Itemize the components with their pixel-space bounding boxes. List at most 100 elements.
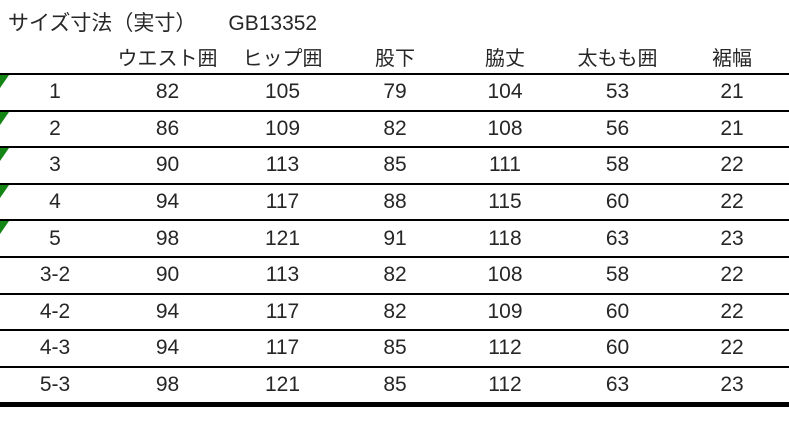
table-row: 2 86 109 82 108 56 21 xyxy=(0,110,789,149)
size-label: 5 xyxy=(49,226,61,250)
size-cell[interactable]: 3-2 xyxy=(0,256,110,295)
measurement-cell[interactable]: 113 xyxy=(225,147,340,185)
header-row: ウエスト囲 ヒップ囲 股下 脇丈 太もも囲 裾幅 xyxy=(0,39,789,75)
measurement-cell[interactable]: 58 xyxy=(560,256,675,295)
measurement-cell[interactable]: 117 xyxy=(225,330,340,368)
measurement-cell[interactable]: 22 xyxy=(675,183,789,222)
measurement-cell[interactable]: 108 xyxy=(450,256,560,295)
table-row: 4 94 117 88 115 60 22 xyxy=(0,183,789,222)
measurement-cell[interactable]: 94 xyxy=(110,330,225,368)
measurement-cell[interactable]: 82 xyxy=(340,110,450,149)
measurement-cell[interactable]: 98 xyxy=(110,366,225,408)
measurement-cell[interactable]: 90 xyxy=(110,147,225,185)
measurement-cell[interactable]: 56 xyxy=(560,110,675,149)
size-chart-table: ウエスト囲 ヒップ囲 股下 脇丈 太もも囲 裾幅 1 82 105 79 104 53 21… xyxy=(0,39,789,408)
sheet-title: サイズ寸法（実寸） GB13352 xyxy=(0,0,789,39)
size-cell[interactable]: 2 xyxy=(0,110,110,149)
measurement-cell[interactable]: 85 xyxy=(340,366,450,408)
measurement-cell[interactable]: 98 xyxy=(110,220,225,258)
cell-error-indicator-icon xyxy=(0,148,9,162)
measurement-cell[interactable]: 63 xyxy=(560,220,675,258)
size-label: 4-2 xyxy=(39,299,71,323)
size-cell[interactable]: 3 xyxy=(0,147,110,185)
measurement-cell[interactable]: 91 xyxy=(340,220,450,258)
measurement-cell[interactable]: 60 xyxy=(560,330,675,368)
cell-error-indicator-icon xyxy=(0,75,9,88)
size-cell[interactable]: 1 xyxy=(0,74,110,112)
table-row: 1 82 105 79 104 53 21 xyxy=(0,74,789,112)
size-chart-title-label: サイズ寸法（実寸） xyxy=(8,12,197,35)
measurement-cell[interactable]: 63 xyxy=(560,366,675,408)
measurement-cell[interactable]: 86 xyxy=(110,110,225,149)
measurement-cell[interactable]: 104 xyxy=(450,74,560,112)
measurement-cell[interactable]: 58 xyxy=(560,147,675,185)
header-cell-hem-width[interactable]: 裾幅 xyxy=(675,39,789,75)
measurement-cell[interactable]: 121 xyxy=(225,366,340,408)
size-label: 3-2 xyxy=(39,263,71,287)
measurement-cell[interactable]: 60 xyxy=(560,183,675,222)
size-label: 2 xyxy=(49,116,61,140)
measurement-cell[interactable]: 22 xyxy=(675,330,789,368)
measurement-cell[interactable]: 22 xyxy=(675,293,789,332)
measurement-cell[interactable]: 105 xyxy=(225,74,340,112)
table-row: 3-2 90 113 82 108 58 22 xyxy=(0,256,789,295)
measurement-cell[interactable]: 108 xyxy=(450,110,560,149)
measurement-cell[interactable]: 22 xyxy=(675,256,789,295)
table-row: 3 90 113 85 111 58 22 xyxy=(0,147,789,185)
table-row: 5-3 98 121 85 112 63 23 xyxy=(0,366,789,408)
measurement-cell[interactable]: 23 xyxy=(675,366,789,408)
size-label: 5-3 xyxy=(39,373,71,397)
measurement-cell[interactable]: 112 xyxy=(450,330,560,368)
measurement-cell[interactable]: 60 xyxy=(560,293,675,332)
cell-error-indicator-icon xyxy=(0,184,9,198)
header-cell-side-length[interactable]: 脇丈 xyxy=(450,39,560,75)
size-cell[interactable]: 5-3 xyxy=(0,366,110,408)
header-cell-hip[interactable]: ヒップ囲 xyxy=(225,39,340,75)
size-cell[interactable]: 4-3 xyxy=(0,330,110,368)
measurement-cell[interactable]: 21 xyxy=(675,74,789,112)
measurement-cell[interactable]: 113 xyxy=(225,256,340,295)
measurement-cell[interactable]: 23 xyxy=(675,220,789,258)
measurement-cell[interactable]: 82 xyxy=(340,256,450,295)
measurement-cell[interactable]: 21 xyxy=(675,110,789,149)
measurement-cell[interactable]: 82 xyxy=(110,74,225,112)
measurement-cell[interactable]: 115 xyxy=(450,183,560,222)
measurement-cell[interactable]: 117 xyxy=(225,183,340,222)
measurement-cell[interactable]: 121 xyxy=(225,220,340,258)
header-cell-size[interactable] xyxy=(0,39,110,75)
cell-error-indicator-icon xyxy=(0,221,9,235)
measurement-cell[interactable]: 94 xyxy=(110,293,225,332)
table-row: 5 98 121 91 118 63 23 xyxy=(0,220,789,258)
cell-error-indicator-icon xyxy=(0,111,9,125)
standard-code-label: GB13352 xyxy=(228,12,318,35)
size-cell[interactable]: 4 xyxy=(0,183,110,222)
size-cell[interactable]: 4-2 xyxy=(0,293,110,332)
size-label: 4-3 xyxy=(39,336,71,360)
header-cell-thigh[interactable]: 太もも囲 xyxy=(560,39,675,75)
measurement-cell[interactable]: 82 xyxy=(340,293,450,332)
measurement-cell[interactable]: 22 xyxy=(675,147,789,185)
measurement-cell[interactable]: 109 xyxy=(450,293,560,332)
measurement-cell[interactable]: 117 xyxy=(225,293,340,332)
size-table-body: 1 82 105 79 104 53 21 2 86 109 82 108 56 21 3 90 113 85 11… xyxy=(0,74,789,408)
table-row: 4-3 94 117 85 112 60 22 xyxy=(0,330,789,368)
size-cell[interactable]: 5 xyxy=(0,220,110,258)
measurement-cell[interactable]: 111 xyxy=(450,147,560,185)
measurement-cell[interactable]: 53 xyxy=(560,74,675,112)
measurement-cell[interactable]: 112 xyxy=(450,366,560,408)
measurement-cell[interactable]: 94 xyxy=(110,183,225,222)
measurement-cell[interactable]: 109 xyxy=(225,110,340,149)
measurement-cell[interactable]: 88 xyxy=(340,183,450,222)
header-cell-waist[interactable]: ウエスト囲 xyxy=(110,39,225,75)
measurement-cell[interactable]: 79 xyxy=(340,74,450,112)
measurement-cell[interactable]: 85 xyxy=(340,147,450,185)
measurement-cell[interactable]: 118 xyxy=(450,220,560,258)
size-label: 3 xyxy=(49,153,61,177)
measurement-cell[interactable]: 90 xyxy=(110,256,225,295)
table-row: 4-2 94 117 82 109 60 22 xyxy=(0,293,789,332)
size-label: 4 xyxy=(49,190,61,214)
measurement-cell[interactable]: 85 xyxy=(340,330,450,368)
header-cell-inseam[interactable]: 股下 xyxy=(340,39,450,75)
size-label: 1 xyxy=(49,80,61,104)
